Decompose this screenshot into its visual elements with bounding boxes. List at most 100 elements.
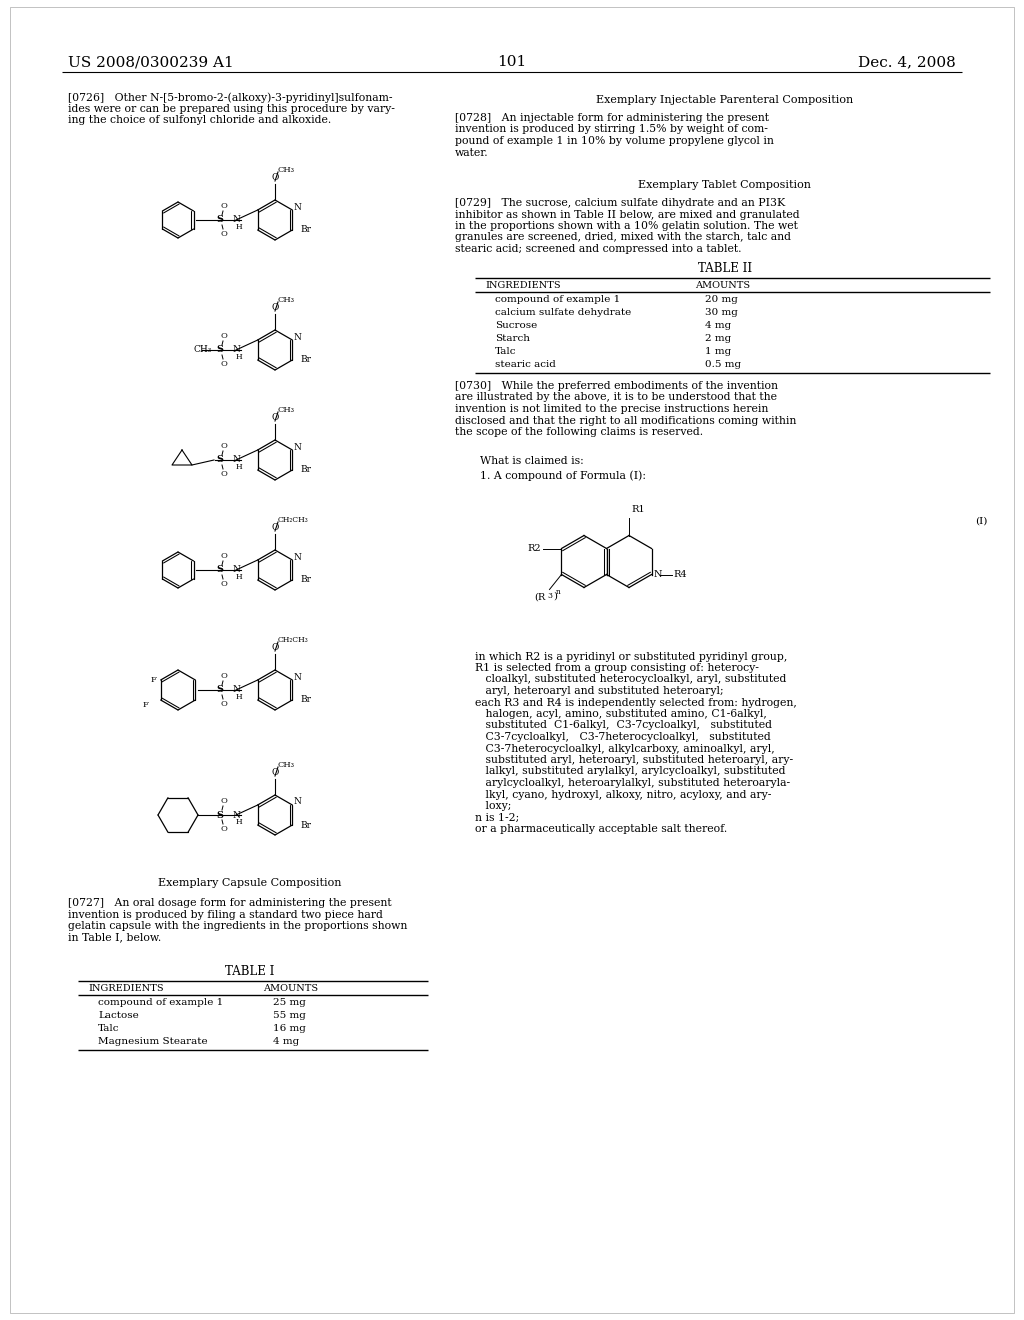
Text: Starch: Starch <box>495 334 530 343</box>
Text: Br: Br <box>300 466 311 474</box>
Text: C3-7cycloalkyl,   C3-7heterocycloalkyl,   substituted: C3-7cycloalkyl, C3-7heterocycloalkyl, su… <box>475 733 771 742</box>
Text: (R: (R <box>535 593 546 602</box>
Text: O: O <box>220 360 227 368</box>
Text: N: N <box>294 672 301 681</box>
Text: CH₃: CH₃ <box>278 762 295 770</box>
Text: Br: Br <box>300 821 311 829</box>
Text: AMOUNTS: AMOUNTS <box>263 983 318 993</box>
Text: S: S <box>216 685 223 694</box>
Text: lalkyl, substituted arylalkyl, arylcycloalkyl, substituted: lalkyl, substituted arylalkyl, arylcyclo… <box>475 767 785 776</box>
Text: are illustrated by the above, it is to be understood that the: are illustrated by the above, it is to b… <box>455 392 777 403</box>
Text: aryl, heteroaryl and substituted heteroaryl;: aryl, heteroaryl and substituted heteroa… <box>475 686 724 696</box>
Text: in Table I, below.: in Table I, below. <box>68 932 161 942</box>
Text: disclosed and that the right to all modifications coming within: disclosed and that the right to all modi… <box>455 416 797 425</box>
Text: in which R2 is a pyridinyl or substituted pyridinyl group,: in which R2 is a pyridinyl or substitute… <box>475 652 787 661</box>
Text: R4: R4 <box>674 570 687 579</box>
Text: R1: R1 <box>631 504 645 513</box>
Text: N: N <box>294 442 301 451</box>
Text: N: N <box>232 810 240 820</box>
Text: H: H <box>236 463 243 471</box>
Text: O: O <box>271 413 279 422</box>
Text: ing the choice of sulfonyl chloride and alkoxide.: ing the choice of sulfonyl chloride and … <box>68 115 331 125</box>
Text: gelatin capsule with the ingredients in the proportions shown: gelatin capsule with the ingredients in … <box>68 921 408 931</box>
Text: stearic acid: stearic acid <box>495 360 556 370</box>
Text: [0729]   The sucrose, calcium sulfate dihydrate and an PI3K: [0729] The sucrose, calcium sulfate dihy… <box>455 198 785 209</box>
Text: O: O <box>220 672 227 680</box>
Text: ): ) <box>554 591 557 601</box>
Text: O: O <box>271 304 279 312</box>
Text: Br: Br <box>300 355 311 364</box>
Text: Br: Br <box>300 696 311 705</box>
Text: 16 mg: 16 mg <box>273 1024 306 1034</box>
Text: US 2008/0300239 A1: US 2008/0300239 A1 <box>68 55 233 69</box>
Text: Exemplary Capsule Composition: Exemplary Capsule Composition <box>159 878 342 888</box>
Text: 1 mg: 1 mg <box>705 347 731 356</box>
Text: (I): (I) <box>975 516 987 525</box>
Text: N: N <box>232 565 240 574</box>
Text: 55 mg: 55 mg <box>273 1011 306 1020</box>
Text: TABLE I: TABLE I <box>225 965 274 978</box>
Text: O: O <box>271 643 279 652</box>
Text: each R3 and R4 is independently selected from: hydrogen,: each R3 and R4 is independently selected… <box>475 697 797 708</box>
Text: granules are screened, dried, mixed with the starch, talc and: granules are screened, dried, mixed with… <box>455 232 791 243</box>
Text: 101: 101 <box>498 55 526 69</box>
Text: 2 mg: 2 mg <box>705 334 731 343</box>
Text: Talc: Talc <box>495 347 516 356</box>
Text: O: O <box>271 768 279 777</box>
Text: CH₂CH₃: CH₂CH₃ <box>278 636 309 644</box>
Text: 20 mg: 20 mg <box>705 294 738 304</box>
Text: invention is not limited to the precise instructions herein: invention is not limited to the precise … <box>455 404 768 414</box>
Text: compound of example 1: compound of example 1 <box>495 294 621 304</box>
Text: O: O <box>220 579 227 587</box>
Text: 0.5 mg: 0.5 mg <box>705 360 741 370</box>
Text: n is 1-2;: n is 1-2; <box>475 813 519 822</box>
Text: O: O <box>220 552 227 560</box>
Text: TABLE II: TABLE II <box>698 261 752 275</box>
Text: N: N <box>232 346 240 355</box>
Text: INGREDIENTS: INGREDIENTS <box>485 281 560 290</box>
Text: H: H <box>236 818 243 826</box>
Text: stearic acid; screened and compressed into a tablet.: stearic acid; screened and compressed in… <box>455 244 741 253</box>
Text: Magnesium Stearate: Magnesium Stearate <box>98 1038 208 1045</box>
Text: N: N <box>232 685 240 694</box>
Text: O: O <box>220 470 227 478</box>
Text: F: F <box>151 676 157 684</box>
Text: invention is produced by filing a standard two piece hard: invention is produced by filing a standa… <box>68 909 383 920</box>
Text: R1 is selected from a group consisting of: heterocy-: R1 is selected from a group consisting o… <box>475 663 759 673</box>
Text: N: N <box>232 215 240 224</box>
Text: 25 mg: 25 mg <box>273 998 306 1007</box>
Text: O: O <box>220 825 227 833</box>
Text: calcium sulfate dehydrate: calcium sulfate dehydrate <box>495 308 631 317</box>
Text: 4 mg: 4 mg <box>273 1038 299 1045</box>
Text: CH₃: CH₃ <box>278 407 295 414</box>
Text: CH₃: CH₃ <box>194 346 212 355</box>
Text: cloalkyl, substituted heterocycloalkyl, aryl, substituted: cloalkyl, substituted heterocycloalkyl, … <box>475 675 786 685</box>
Text: R2: R2 <box>527 544 542 553</box>
Text: [0727]   An oral dosage form for administering the present: [0727] An oral dosage form for administe… <box>68 898 391 908</box>
Text: F: F <box>142 701 148 709</box>
Text: Lactose: Lactose <box>98 1011 138 1020</box>
Text: CH₃: CH₃ <box>278 296 295 304</box>
Text: S: S <box>216 455 223 465</box>
Text: halogen, acyl, amino, substituted amino, C1-6alkyl,: halogen, acyl, amino, substituted amino,… <box>475 709 767 719</box>
Text: n: n <box>555 587 560 595</box>
Text: loxy;: loxy; <box>475 801 511 810</box>
Text: O: O <box>271 523 279 532</box>
Text: [0726]   Other N-[5-bromo-2-(alkoxy)-3-pyridinyl]sulfonam-: [0726] Other N-[5-bromo-2-(alkoxy)-3-pyr… <box>68 92 392 103</box>
Text: lkyl, cyano, hydroxyl, alkoxy, nitro, acyloxy, and ary-: lkyl, cyano, hydroxyl, alkoxy, nitro, ac… <box>475 789 771 800</box>
Text: Exemplary Injectable Parenteral Composition: Exemplary Injectable Parenteral Composit… <box>596 95 854 106</box>
Text: 3: 3 <box>548 593 553 601</box>
Text: O: O <box>220 442 227 450</box>
Text: C3-7heterocycloalkyl, alkylcarboxy, aminoalkyl, aryl,: C3-7heterocycloalkyl, alkylcarboxy, amin… <box>475 743 775 754</box>
Text: O: O <box>220 700 227 708</box>
Text: O: O <box>220 230 227 238</box>
Text: S: S <box>216 215 223 224</box>
Text: [0728]   An injectable form for administering the present: [0728] An injectable form for administer… <box>455 114 769 123</box>
Text: What is claimed is:: What is claimed is: <box>480 457 584 466</box>
Text: water.: water. <box>455 148 488 157</box>
Text: N: N <box>232 455 240 465</box>
Text: S: S <box>216 346 223 355</box>
Text: Br: Br <box>300 576 311 585</box>
Text: Br: Br <box>300 226 311 235</box>
Text: 30 mg: 30 mg <box>705 308 738 317</box>
